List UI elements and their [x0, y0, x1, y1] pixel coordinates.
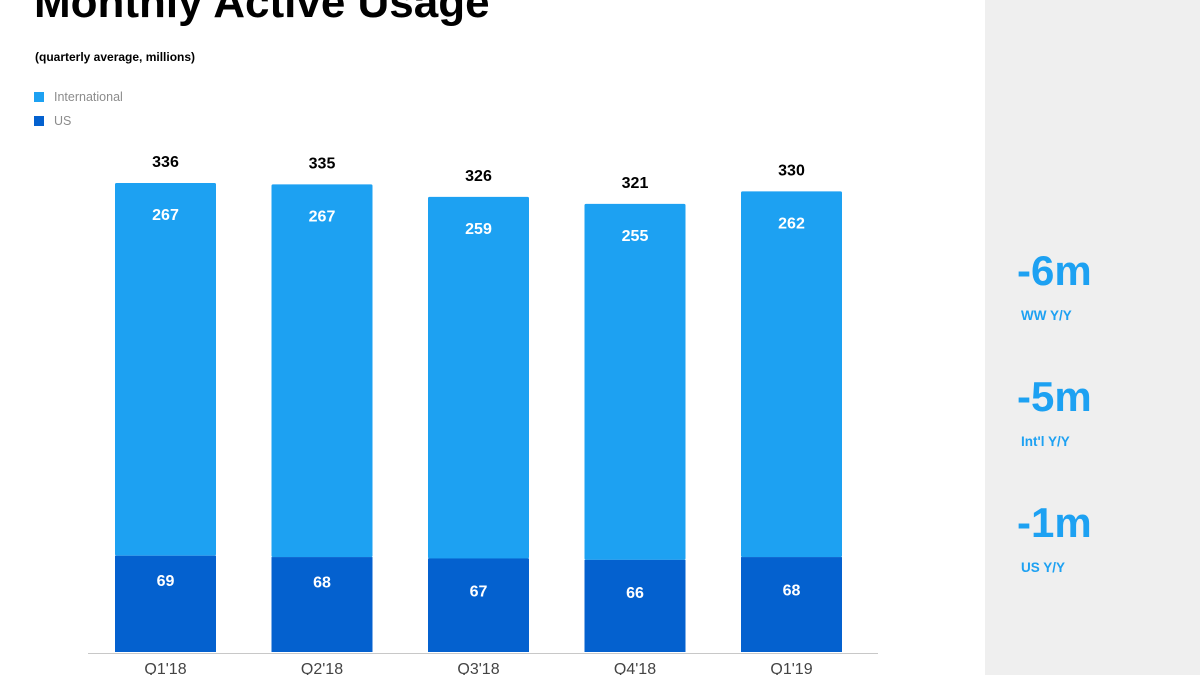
- stat-ww-value: -6m: [1017, 247, 1092, 294]
- x-tick-label-3: Q4'18: [614, 661, 656, 675]
- data-label-total-3: 321: [622, 175, 649, 192]
- bar-international-2: [428, 196, 529, 559]
- stat-us-yoy: -1m US Y/Y: [1017, 499, 1187, 576]
- legend-swatch-us: [34, 116, 44, 126]
- data-label-international-4: 262: [778, 216, 805, 233]
- data-label-us-4: 68: [783, 582, 801, 599]
- data-label-international-0: 267: [152, 207, 179, 224]
- legend-label-us: US: [54, 114, 72, 128]
- data-label-total-1: 335: [309, 156, 336, 173]
- data-label-international-2: 259: [465, 221, 492, 238]
- bar-international-4: [741, 191, 842, 558]
- bar-international-0: [115, 182, 216, 556]
- data-label-total-0: 336: [152, 154, 179, 171]
- legend-swatch-international: [34, 92, 44, 102]
- data-label-international-1: 267: [309, 209, 336, 226]
- data-label-us-0: 69: [157, 573, 175, 590]
- x-tick-label-1: Q2'18: [301, 661, 343, 675]
- stat-ww-label: WW Y/Y: [1021, 308, 1072, 323]
- x-tick-label-2: Q3'18: [457, 661, 499, 675]
- summary-panel: [985, 0, 1200, 675]
- stat-ww-yoy: -6m WW Y/Y: [1017, 247, 1187, 324]
- chart-subtitle: (quarterly average, millions): [35, 50, 196, 64]
- stacked-bar-chart: 267 69 336 Q1'18 267 68 335 Q2'18 259 67 326 Q3'18 2…: [88, 154, 878, 675]
- chart-title: Monthly Active Usage: [34, 0, 490, 27]
- bar-us-2: [428, 558, 529, 652]
- bar-us-1: [271, 557, 373, 652]
- stat-intl-yoy: -5m Int'l Y/Y: [1017, 373, 1187, 450]
- bar-international-1: [271, 184, 373, 558]
- bar-us-0: [115, 555, 216, 652]
- legend-label-international: International: [54, 90, 123, 104]
- stat-us-label: US Y/Y: [1021, 560, 1066, 575]
- stat-intl-value: -5m: [1017, 373, 1092, 420]
- bar-us-4: [741, 557, 842, 652]
- legend-item-international: International: [34, 90, 123, 104]
- data-label-us-3: 66: [626, 585, 644, 602]
- bar-us-3: [584, 559, 686, 652]
- stat-us-value: -1m: [1017, 499, 1092, 546]
- stat-intl-label: Int'l Y/Y: [1021, 434, 1070, 449]
- bar-international-3: [584, 203, 686, 560]
- data-label-us-1: 68: [313, 574, 331, 591]
- data-label-total-2: 326: [465, 168, 492, 185]
- x-tick-label-0: Q1'18: [144, 661, 186, 675]
- data-label-us-2: 67: [470, 584, 488, 601]
- legend-item-us: US: [34, 114, 71, 128]
- x-tick-label-4: Q1'19: [770, 661, 812, 675]
- data-label-international-3: 255: [622, 228, 649, 245]
- data-label-total-4: 330: [778, 163, 805, 180]
